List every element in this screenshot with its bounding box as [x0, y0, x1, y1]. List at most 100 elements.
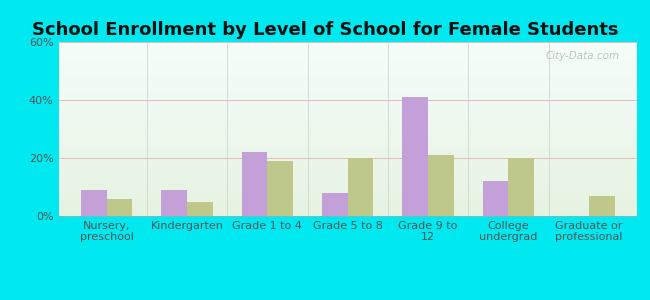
Bar: [58, 150, 637, 152]
Bar: [58, 63, 637, 64]
Bar: [58, 162, 637, 164]
Bar: [58, 200, 637, 202]
Bar: [58, 140, 637, 141]
Bar: [58, 47, 637, 49]
Bar: [58, 179, 637, 181]
Bar: [348, 158, 374, 216]
Bar: [58, 169, 637, 171]
Bar: [58, 204, 637, 206]
Bar: [58, 54, 637, 56]
Bar: [58, 136, 637, 138]
Bar: [58, 85, 637, 87]
Bar: [58, 206, 637, 207]
Bar: [58, 112, 637, 113]
Bar: [58, 152, 637, 153]
Bar: [58, 195, 637, 197]
Bar: [58, 160, 637, 162]
Bar: [58, 56, 637, 58]
Bar: [58, 72, 637, 73]
Bar: [508, 158, 534, 216]
Bar: [58, 209, 637, 211]
Bar: [402, 97, 428, 216]
Bar: [58, 122, 637, 124]
Bar: [58, 73, 637, 75]
Bar: [58, 166, 637, 167]
Bar: [58, 188, 637, 190]
Bar: [58, 51, 637, 52]
Bar: [58, 131, 637, 133]
Bar: [58, 159, 637, 160]
Bar: [58, 101, 637, 103]
Bar: [58, 199, 637, 200]
Bar: [58, 155, 637, 157]
Bar: [187, 202, 213, 216]
Bar: [58, 164, 637, 166]
Bar: [58, 80, 637, 82]
Bar: [81, 190, 107, 216]
Bar: [58, 129, 637, 131]
Bar: [58, 103, 637, 105]
Bar: [58, 186, 637, 188]
Bar: [58, 89, 637, 91]
Bar: [58, 113, 637, 115]
Bar: [58, 178, 637, 179]
Bar: [58, 46, 637, 47]
Bar: [58, 138, 637, 140]
Bar: [267, 161, 293, 216]
Bar: [58, 77, 637, 79]
Bar: [58, 94, 637, 96]
Bar: [58, 68, 637, 70]
Bar: [58, 185, 637, 186]
Bar: [58, 96, 637, 98]
Bar: [58, 52, 637, 54]
Bar: [483, 181, 508, 216]
Bar: [58, 105, 637, 106]
Bar: [58, 192, 637, 194]
Bar: [58, 212, 637, 214]
Text: City-Data.com: City-Data.com: [545, 51, 619, 61]
Bar: [58, 171, 637, 172]
Bar: [58, 148, 637, 150]
Bar: [428, 155, 454, 216]
Bar: [58, 118, 637, 120]
Bar: [58, 59, 637, 61]
Bar: [58, 190, 637, 192]
Bar: [58, 194, 637, 195]
Bar: [58, 42, 637, 44]
Bar: [58, 115, 637, 117]
Bar: [242, 152, 267, 216]
Bar: [58, 133, 637, 134]
Bar: [58, 44, 637, 46]
Bar: [58, 66, 637, 68]
Bar: [58, 207, 637, 209]
Bar: [58, 181, 637, 183]
Bar: [58, 79, 637, 80]
Bar: [161, 190, 187, 216]
Bar: [58, 153, 637, 155]
Bar: [58, 172, 637, 174]
Bar: [58, 183, 637, 185]
Text: School Enrollment by Level of School for Female Students: School Enrollment by Level of School for…: [32, 21, 618, 39]
Bar: [58, 141, 637, 143]
Bar: [58, 64, 637, 66]
Bar: [107, 199, 133, 216]
Bar: [58, 125, 637, 127]
Bar: [58, 106, 637, 108]
Bar: [58, 70, 637, 72]
Bar: [58, 99, 637, 101]
Bar: [58, 202, 637, 204]
Bar: [58, 87, 637, 89]
Bar: [58, 197, 637, 199]
Bar: [58, 98, 637, 99]
Bar: [589, 196, 614, 216]
Bar: [58, 174, 637, 176]
Bar: [58, 120, 637, 122]
Bar: [58, 127, 637, 129]
Bar: [58, 49, 637, 51]
Bar: [58, 117, 637, 118]
Bar: [58, 108, 637, 110]
Bar: [58, 145, 637, 146]
Bar: [58, 134, 637, 136]
Bar: [58, 91, 637, 92]
Bar: [58, 143, 637, 145]
